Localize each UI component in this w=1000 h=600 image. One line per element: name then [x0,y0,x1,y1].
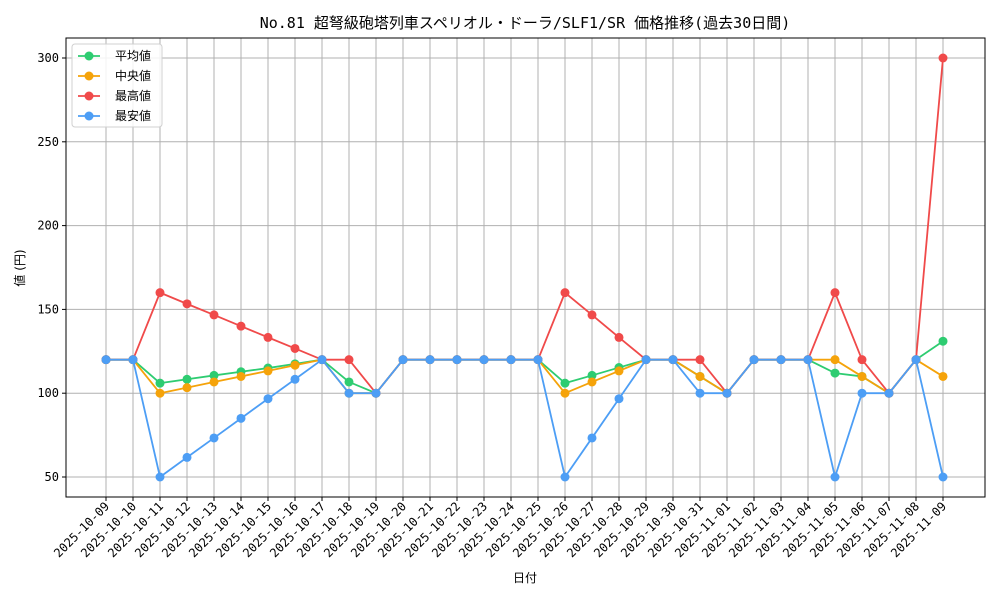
data-point [614,332,624,342]
y-tick-label: 50 [45,470,59,484]
data-point [128,355,138,365]
data-point [263,394,273,404]
data-point [317,355,327,365]
x-axis: 2025-10-092025-10-102025-10-112025-10-12… [51,497,949,560]
data-point [452,355,462,365]
data-point [911,355,921,365]
legend-label: 平均値 [115,48,151,63]
data-point [155,472,165,482]
y-tick-label: 200 [37,219,59,233]
data-point [560,388,570,398]
data-point [587,370,597,380]
data-point [857,388,867,398]
data-point [263,366,273,376]
data-point [290,343,300,353]
series-0 [101,336,948,398]
data-point [209,377,219,387]
data-point [695,388,705,398]
legend-marker-icon [84,51,94,61]
data-point [587,433,597,443]
data-point [344,355,354,365]
data-point [587,310,597,320]
data-point [479,355,489,365]
data-point [182,383,192,393]
data-point [776,355,786,365]
data-point [938,336,948,346]
data-point [560,472,570,482]
series-1 [101,355,948,398]
data-point [425,355,435,365]
data-point [830,368,840,378]
data-point [938,53,948,63]
data-point [101,355,111,365]
data-point [749,355,759,365]
y-axis: 50 100 150 200 250 300 [37,51,66,484]
data-point [506,355,516,365]
x-axis-label: 日付 [513,571,537,585]
legend-label: 最安値 [115,108,151,123]
y-axis-label: 値 (円) [12,249,27,286]
data-point [182,374,192,384]
data-point [884,388,894,398]
data-point [344,377,354,387]
data-point [722,388,732,398]
data-point [830,355,840,365]
data-point [830,472,840,482]
data-point [290,360,300,370]
data-point [830,288,840,298]
data-point [290,374,300,384]
series-line [106,340,944,395]
data-point [641,355,651,365]
data-point [587,377,597,387]
data-point [560,288,570,298]
data-point [614,394,624,404]
data-point [209,433,219,443]
series-line [106,358,944,478]
data-point [236,321,246,331]
data-point [209,370,219,380]
y-tick-label: 100 [37,386,59,400]
data-point [938,472,948,482]
data-point [236,413,246,423]
data-series [101,53,948,482]
data-point [209,310,219,320]
plot-frame [65,37,986,498]
data-point [155,288,165,298]
data-point [533,355,543,365]
data-point [155,378,165,388]
data-point [857,371,867,381]
data-point [182,299,192,309]
y-tick-label: 150 [37,302,59,316]
legend-box [71,43,163,128]
data-point [695,371,705,381]
data-point [182,452,192,462]
grid-lines [66,38,985,497]
chart-title: No.81 超弩級砲塔列車スペリオル・ドーラ/SLF1/SR 価格推移(過去30… [260,14,791,32]
legend-marker-icon [84,111,94,121]
data-point [371,388,381,398]
data-point [155,388,165,398]
data-point [614,366,624,376]
data-point [344,388,354,398]
data-point [803,355,813,365]
legend-marker-icon [84,91,94,101]
series-3 [101,355,948,482]
data-point [668,355,678,365]
y-tick-label: 250 [37,135,59,149]
data-point [695,355,705,365]
data-point [236,371,246,381]
data-point [398,355,408,365]
data-point [938,371,948,381]
y-tick-label: 300 [37,51,59,65]
legend-marker-icon [84,71,94,81]
data-point [857,355,867,365]
data-point [560,378,570,388]
data-point [263,332,273,342]
legend-label: 最高値 [115,88,151,103]
legend-label: 中央値 [115,68,151,83]
